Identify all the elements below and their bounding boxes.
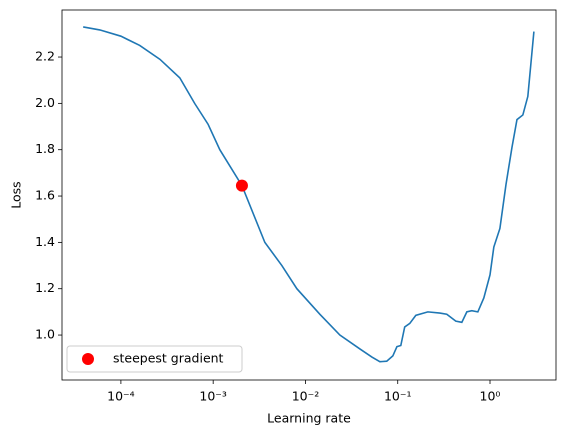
- x-tick-label: 10⁻⁴: [107, 389, 135, 404]
- legend-box: [66, 345, 243, 373]
- legend-label: steepest gradient: [113, 351, 224, 366]
- y-tick-label: 2.0: [35, 95, 55, 110]
- y-tick-label: 1.6: [35, 188, 55, 203]
- y-axis-label: Loss: [9, 181, 24, 208]
- scatter-point: [235, 179, 248, 192]
- y-tick-label: 1.2: [35, 280, 55, 295]
- y-tick-label: 1.4: [35, 234, 55, 249]
- loss-line: [83, 26, 535, 363]
- x-tick-label: 10⁻²: [292, 389, 320, 404]
- y-tick-label: 1.8: [35, 141, 55, 156]
- axes-frame: [61, 9, 557, 381]
- y-tick-label: 2.2: [35, 49, 55, 64]
- x-tick-label: 10⁻¹: [384, 389, 412, 404]
- x-tick-label: 10⁰: [480, 389, 501, 404]
- legend-marker: [82, 353, 94, 365]
- y-tick-label: 1.0: [35, 327, 55, 342]
- x-tick-label: 10⁻³: [199, 389, 227, 404]
- x-axis-label: Learning rate: [267, 411, 351, 426]
